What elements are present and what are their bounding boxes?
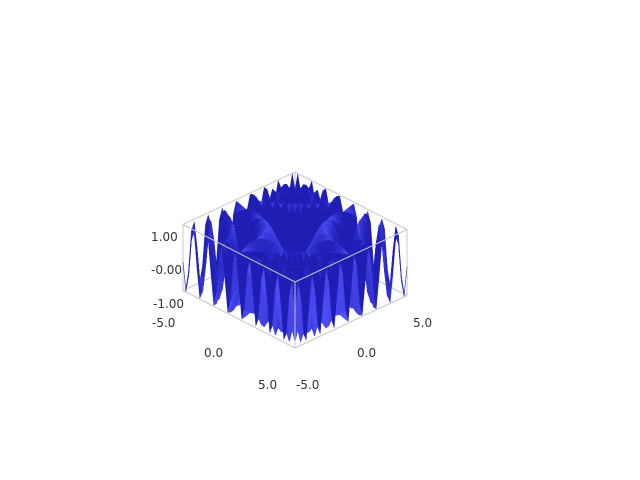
z-tick-label-top: 1.00 [151,230,178,244]
y-tick-label-end: 5.0 [413,316,432,330]
x-tick-label-mid: 0.0 [204,346,223,360]
x-tick-label-start: -5.0 [152,316,175,330]
z-tick-label-mid: -0.00 [151,263,182,277]
y-tick-label-start: -5.0 [296,378,319,392]
z-tick-label-bottom: -1.00 [153,297,184,311]
y-tick-label-mid: 0.0 [357,346,376,360]
surface-facet [399,242,405,294]
x-tick-label-end: 5.0 [258,378,277,392]
